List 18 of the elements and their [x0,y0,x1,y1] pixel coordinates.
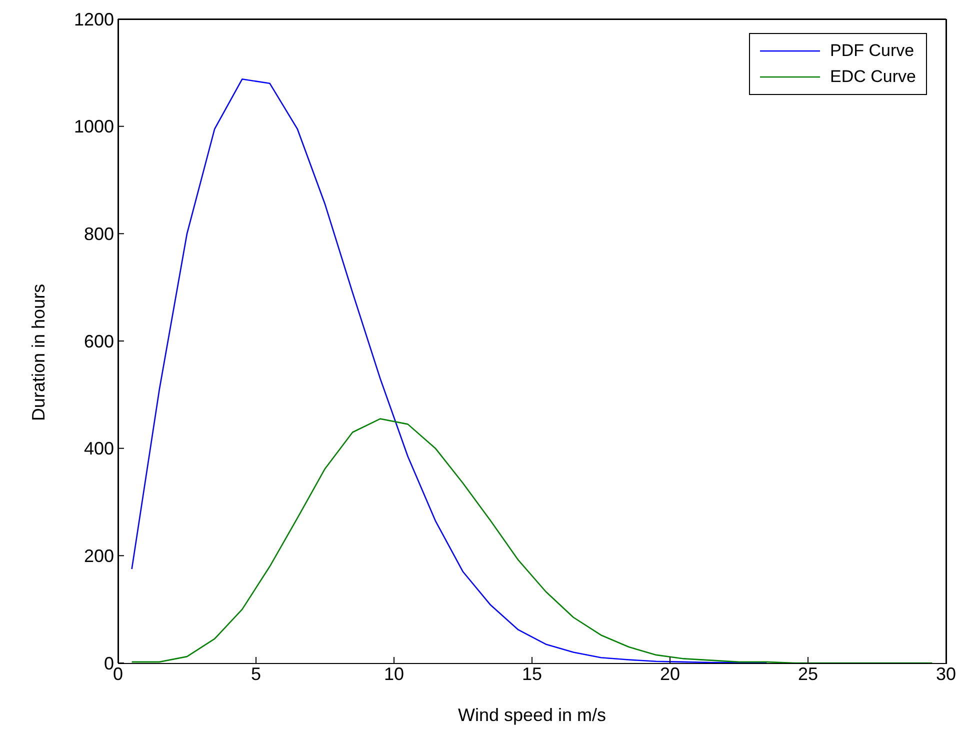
line-series [131,78,768,663]
x-tick-label: 30 [936,664,956,684]
legend-label: EDC Curve [830,66,916,88]
x-tick-label: 10 [384,664,404,684]
legend-label: PDF Curve [830,40,914,62]
y-tick-label: 800 [84,224,114,244]
y-tick-label: 200 [84,546,114,566]
y-axis-title: Duration in hours [28,284,48,421]
x-tick-label: 25 [798,664,818,684]
x-axis-title: Wind speed in m/s [458,705,606,725]
x-tick-label: 20 [660,664,680,684]
line-series [131,418,933,663]
y-tick-label: 1000 [74,116,114,137]
x-tick-label: 15 [522,664,542,684]
y-tick-label: 400 [84,438,114,459]
y-tick-label: 600 [84,331,114,352]
x-tick-label: 5 [250,664,262,684]
y-tick-label: 1200 [74,9,114,30]
